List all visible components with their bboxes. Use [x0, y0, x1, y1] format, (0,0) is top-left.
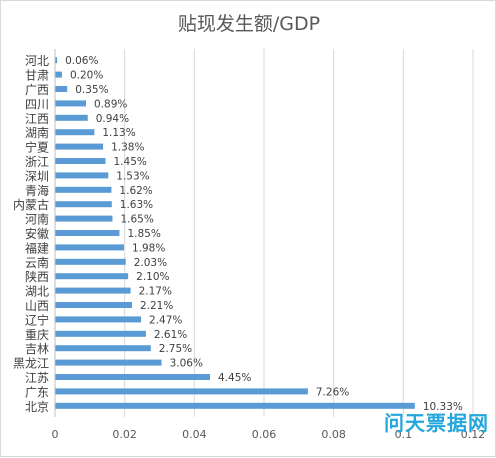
bar	[55, 287, 131, 294]
category-label: 河北	[25, 54, 49, 68]
category-label: 湖南	[25, 125, 49, 140]
category-label: 宁夏	[25, 140, 49, 155]
data-label: 0.35%	[75, 84, 108, 96]
bar	[55, 186, 112, 193]
category-label: 内蒙古	[13, 197, 49, 212]
bar	[55, 316, 142, 323]
data-label: 1.45%	[114, 156, 147, 168]
data-label: 2.75%	[159, 343, 192, 355]
data-label: 1.63%	[120, 199, 153, 211]
data-label: 0.89%	[94, 98, 127, 110]
data-label: 1.65%	[120, 214, 153, 226]
data-label: 1.38%	[111, 142, 144, 154]
data-label: 2.03%	[134, 257, 167, 269]
bar	[55, 215, 113, 222]
bar	[55, 201, 112, 208]
data-label: 2.61%	[154, 329, 187, 341]
bar	[55, 230, 120, 236]
category-label: 江西	[25, 112, 49, 126]
category-label: 云南	[25, 255, 49, 270]
category-label: 安徽	[25, 226, 49, 241]
bar	[55, 100, 87, 107]
category-label: 广东	[25, 385, 49, 399]
category-label: 吉林	[25, 342, 49, 356]
bar	[55, 86, 68, 92]
data-label: 1.98%	[132, 242, 165, 254]
x-tick-label: 0.08	[321, 428, 346, 441]
category-label: 重庆	[25, 328, 49, 342]
bar	[55, 345, 151, 352]
x-tick-label: 0.12	[461, 428, 486, 441]
category-label: 深圳	[25, 169, 49, 183]
bar	[55, 158, 106, 164]
category-label: 北京	[25, 400, 49, 414]
data-label: 10.33%	[423, 401, 463, 413]
data-label: 1.62%	[119, 185, 152, 197]
bar	[55, 330, 146, 337]
category-label: 广西	[25, 83, 49, 97]
bar	[55, 143, 104, 150]
data-label: 2.47%	[149, 314, 182, 326]
bar	[55, 114, 88, 121]
bar	[55, 302, 132, 308]
data-label: 1.85%	[127, 228, 160, 240]
category-label: 山西	[25, 299, 49, 313]
data-label: 0.06%	[65, 55, 98, 67]
bar	[55, 402, 415, 409]
category-label: 湖北	[25, 284, 49, 299]
data-label: 1.13%	[102, 127, 135, 139]
bar	[55, 258, 126, 265]
x-tick-label: 0	[52, 428, 59, 441]
data-label: 7.26%	[316, 386, 349, 398]
chart-title: 贴现发生额/GDP	[177, 13, 321, 35]
category-label: 福建	[25, 240, 49, 255]
bar	[55, 244, 124, 251]
x-tick-label: 0.06	[252, 428, 277, 441]
bar	[55, 129, 95, 136]
bar	[55, 359, 162, 366]
category-label: 辽宁	[25, 312, 49, 327]
category-label: 青海	[25, 183, 49, 198]
data-label: 0.94%	[96, 113, 129, 125]
bar	[55, 57, 58, 64]
data-label: 2.17%	[139, 286, 172, 298]
category-label: 陕西	[25, 269, 49, 284]
data-label: 2.10%	[136, 271, 169, 283]
watermark: 问天票据网	[384, 411, 489, 435]
data-label: 2.21%	[140, 300, 173, 312]
data-label: 1.53%	[116, 170, 149, 182]
data-label: 3.06%	[170, 358, 203, 370]
x-tick-label: 0.02	[112, 428, 137, 441]
data-label: 4.45%	[218, 372, 251, 384]
x-tick-label: 0.04	[182, 428, 207, 441]
category-label: 四川	[25, 97, 49, 111]
category-label: 江苏	[25, 371, 49, 385]
category-label: 河南	[25, 212, 49, 227]
category-label: 黑龙江	[13, 357, 49, 371]
bar	[55, 172, 109, 179]
category-label: 甘肃	[25, 69, 49, 83]
data-label: 0.20%	[70, 70, 103, 82]
bar	[55, 374, 211, 380]
category-label: 浙江	[25, 155, 49, 169]
x-tick-label: 0.1	[395, 428, 413, 441]
bar	[55, 273, 129, 280]
bar	[55, 71, 62, 78]
bar	[55, 388, 308, 395]
